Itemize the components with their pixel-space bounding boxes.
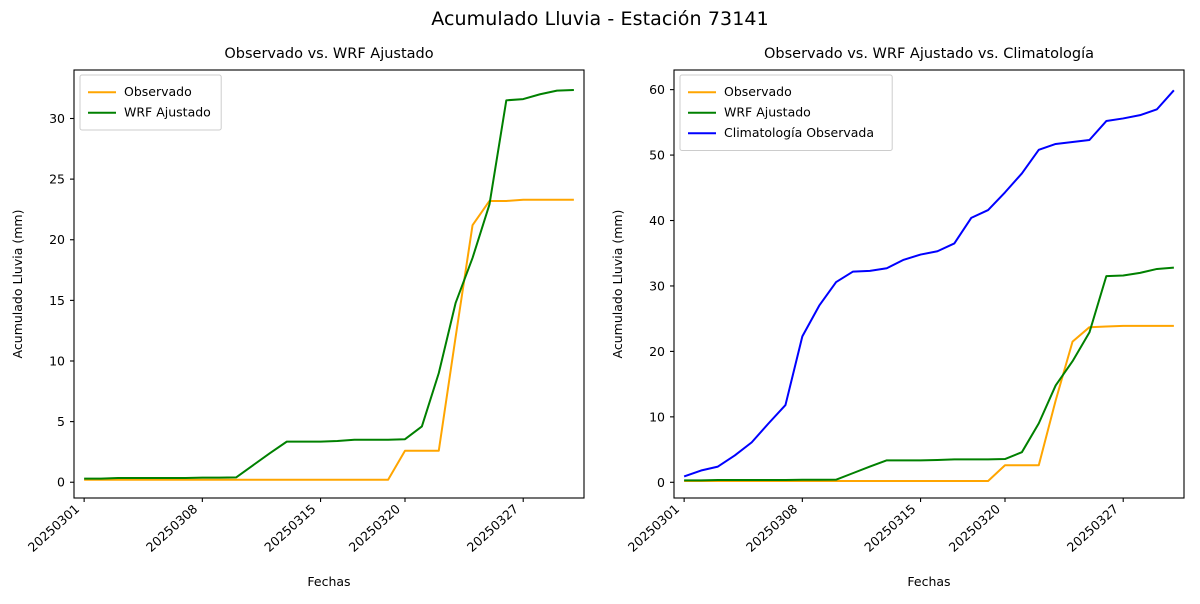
x-tick-label: 20250315 <box>261 501 318 555</box>
x-tick-label: 20250301 <box>625 501 682 555</box>
axes-frame-right <box>673 69 1185 499</box>
x-tick-label: 20250327 <box>1064 501 1121 555</box>
x-axis-label-right: Fechas <box>907 574 950 589</box>
y-tick-label: 30 <box>49 111 65 126</box>
x-tick-label: 20250315 <box>861 501 918 555</box>
legend-label-climatolog-a-observada: Climatología Observada <box>724 125 874 140</box>
y-tick-label: 60 <box>649 82 665 97</box>
x-tick-label: 20250320 <box>946 501 1003 555</box>
legend-left: Observado WRF Ajustado <box>79 74 222 131</box>
y-tick-label: 20 <box>649 344 665 359</box>
y-tick-label: 20 <box>49 232 65 247</box>
x-tick-label: 20250308 <box>743 501 800 555</box>
panel-title-right: Observado vs. WRF Ajustado vs. Climatolo… <box>764 46 1094 62</box>
x-tick-label: 20250301 <box>25 501 82 555</box>
y-tick-label: 15 <box>49 293 65 308</box>
y-tick-label: 10 <box>649 409 665 424</box>
y-axis-label-right: Acumulado Lluvia (mm) <box>610 210 625 359</box>
legend-label-wrf-ajustado: WRF Ajustado <box>724 104 811 119</box>
x-tick-label: 20250320 <box>346 501 403 555</box>
y-tick-label: 5 <box>57 414 65 429</box>
y-tick-label: 40 <box>649 213 665 228</box>
legend-label-observado: Observado <box>124 84 192 99</box>
figure-suptitle: Acumulado Lluvia - Estación 73141 <box>431 8 769 30</box>
legend-label-observado: Observado <box>724 84 792 99</box>
y-tick-label: 0 <box>657 475 665 490</box>
series-line-wrf-ajustado <box>84 89 574 480</box>
legend-box <box>79 74 222 131</box>
x-tick-label: 20250308 <box>143 501 200 555</box>
axes-frame-left <box>73 69 585 499</box>
axes-panel-left: Observado vs. WRF Ajustado 0 5 10 15 20 25 30 20… <box>10 46 585 589</box>
legend-right: Observado WRF Ajustado Climatología Observ… <box>679 74 893 151</box>
x-axis-label-left: Fechas <box>307 574 350 589</box>
y-axis-label-left: Acumulado Lluvia (mm) <box>10 210 25 359</box>
y-tick-label: 25 <box>49 172 65 187</box>
y-tick-label: 30 <box>649 278 665 293</box>
series-line-wrf-ajustado <box>684 266 1174 482</box>
series-line-climatolog-a-observada <box>683 89 1175 478</box>
series-line-observado <box>684 324 1174 482</box>
y-tick-label: 10 <box>49 353 65 368</box>
x-tick-label: 20250327 <box>464 501 521 555</box>
panel-title-left: Observado vs. WRF Ajustado <box>224 46 433 62</box>
axes-panel-right: Observado vs. WRF Ajustado vs. Climatolo… <box>610 46 1185 589</box>
legend-box <box>679 74 893 151</box>
y-tick-label: 50 <box>649 148 665 163</box>
series-line-observado <box>84 198 574 481</box>
legend-label-wrf-ajustado: WRF Ajustado <box>124 104 211 119</box>
y-tick-label: 0 <box>57 475 65 490</box>
